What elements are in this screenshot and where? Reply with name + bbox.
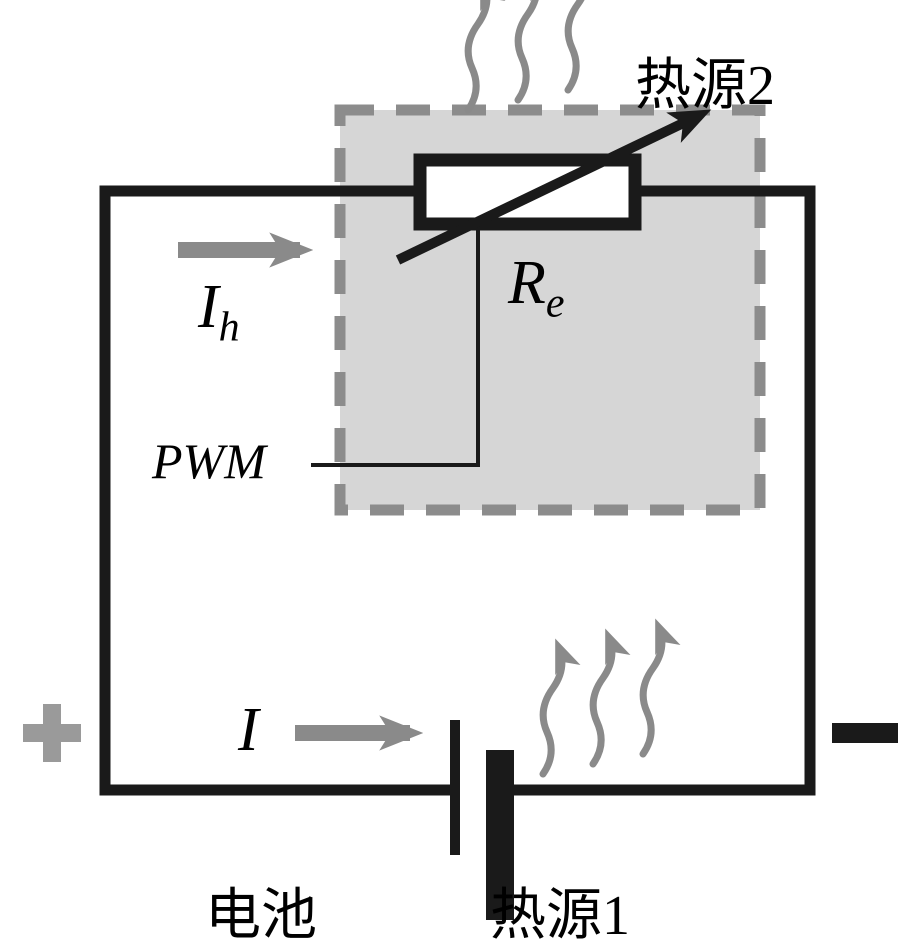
label-pwm: PWM bbox=[152, 432, 266, 490]
heat-wave-batt-1 bbox=[593, 638, 612, 764]
label-heat-source-1: 热源1 bbox=[490, 870, 630, 951]
label-Ih: Ih bbox=[198, 272, 240, 351]
heat-wave-batt-0 bbox=[543, 648, 562, 774]
circuit-diagram bbox=[0, 0, 913, 949]
heat-wave-top-2 bbox=[568, 0, 587, 90]
heat-wave-top-0 bbox=[468, 0, 487, 110]
heat-wave-top-1 bbox=[518, 0, 537, 100]
label-battery: 电池 bbox=[205, 870, 317, 951]
label-heat-source-2: 热源2 bbox=[635, 40, 775, 121]
variable-resistor bbox=[420, 160, 635, 224]
label-Re: Re bbox=[508, 248, 565, 327]
label-I: I bbox=[238, 695, 259, 766]
heat-wave-batt-2 bbox=[643, 628, 662, 754]
